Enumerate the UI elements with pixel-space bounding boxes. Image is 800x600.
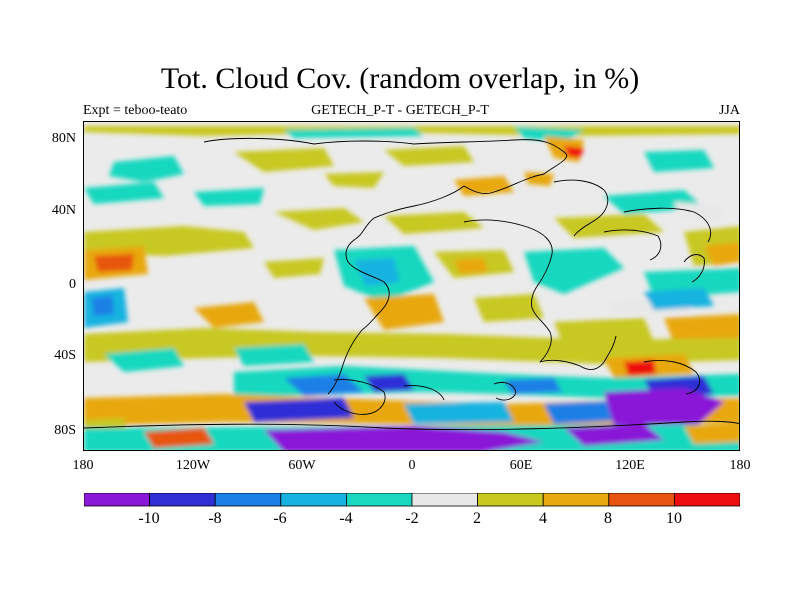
- colorbar-label-neg8: -8: [208, 510, 222, 527]
- map-title: Tot. Cloud Cov. (random overlap, in %): [160, 62, 640, 95]
- x-tick-60E: 60E: [509, 458, 533, 473]
- colorbar-swatch-4: [345, 493, 413, 507]
- x-tick-0: 0: [408, 458, 416, 473]
- colorbar-label-neg10: -10: [138, 510, 160, 527]
- colorbar-label-10: 10: [666, 510, 682, 527]
- y-tick-40N: 40N: [51, 203, 76, 218]
- y-tick-80N: 80N: [51, 131, 76, 146]
- colorbar-label-8: 8: [604, 510, 612, 527]
- colorbar-swatch-6: [477, 493, 544, 507]
- x-tick-180E: 180: [729, 458, 751, 473]
- colorbar-label-neg6: -6: [273, 510, 287, 527]
- season-label: JJA: [718, 103, 740, 118]
- colorbar-swatch-8: [608, 493, 675, 507]
- colorbar-swatch-7: [542, 493, 610, 507]
- colorbar-label-2: 2: [473, 510, 481, 527]
- y-tick-40S: 40S: [54, 348, 76, 363]
- colorbar-swatch-1: [149, 493, 216, 507]
- experiment-label: Expt = teboo-teato: [83, 103, 188, 118]
- colorbar-swatch-2: [214, 493, 282, 507]
- colorbar-label-4: 4: [539, 510, 547, 527]
- colorbar-label-neg2: -2: [405, 510, 419, 527]
- cloud-cover-field: [84, 122, 739, 450]
- model-label: GETECH_P-T - GETECH_P-T: [311, 103, 489, 118]
- colorbar: [84, 493, 740, 507]
- y-tick-0: 0: [69, 277, 76, 292]
- colorbar-swatch-5: [411, 493, 478, 507]
- colorbar-swatch-9: [674, 493, 740, 507]
- map-panel: [83, 121, 740, 451]
- colorbar-label-neg4: -4: [339, 510, 353, 527]
- colorbar-swatch-0: [84, 493, 150, 507]
- x-tick-60W: 60W: [288, 458, 316, 473]
- colorbar-swatch-3: [280, 493, 347, 507]
- x-tick-180W: 180: [72, 458, 94, 473]
- y-tick-80S: 80S: [54, 423, 76, 438]
- x-tick-120W: 120W: [175, 458, 211, 473]
- x-tick-120E: 120E: [615, 458, 645, 473]
